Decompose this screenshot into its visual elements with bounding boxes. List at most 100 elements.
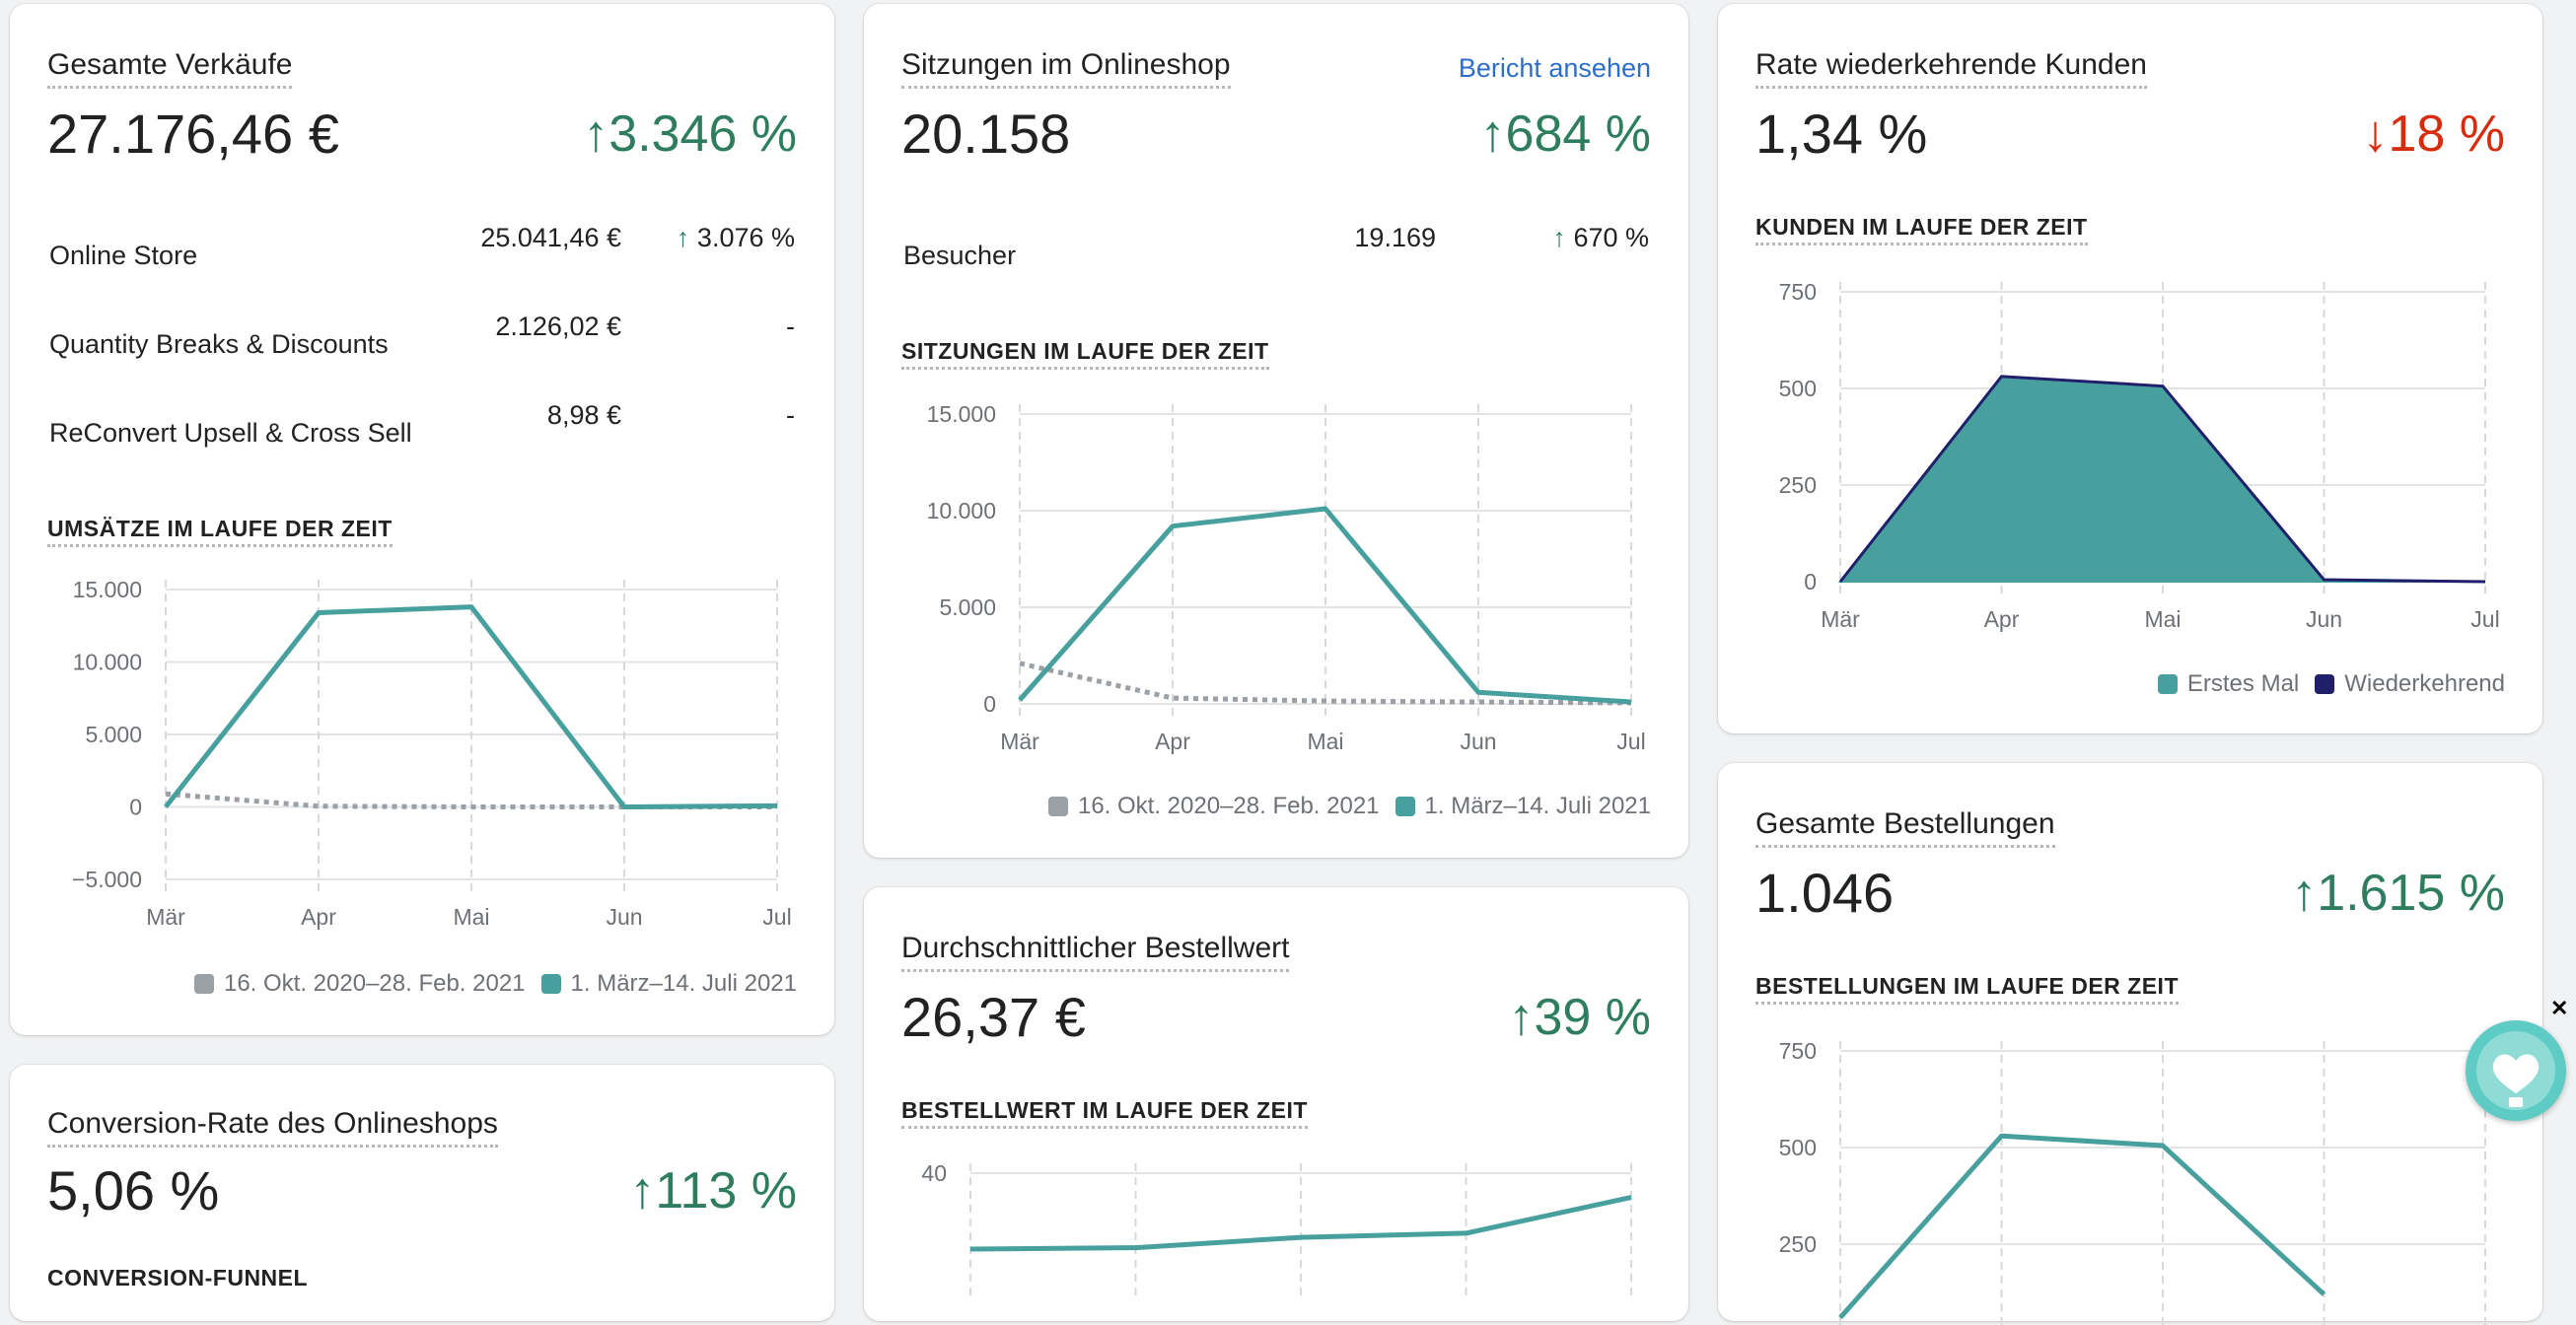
- x-tick-label: Jul: [1616, 729, 1645, 754]
- conversion-rate-delta: ↑113 %: [629, 1159, 797, 1222]
- y-tick-label: 40: [921, 1160, 947, 1186]
- total-orders-delta: ↑1.615 %: [2291, 862, 2505, 925]
- y-tick-label: 0: [983, 691, 996, 717]
- chart-legend: 16. Okt. 2020–28. Feb. 2021 1. März–14. …: [1047, 793, 1651, 820]
- arrow-up-icon: ↑: [629, 1162, 656, 1220]
- sessions-delta: ↑684 %: [1480, 103, 1651, 166]
- y-tick-label: 10.000: [73, 650, 142, 675]
- avg-order-delta: ↑39 %: [1508, 986, 1651, 1049]
- section-title[interactable]: BESTELLUNGEN IM LAUFE DER ZEIT: [1755, 972, 2179, 1005]
- legend-label-returning: Wiederkehrend: [2344, 670, 2505, 697]
- x-tick-label: Mai: [453, 904, 489, 930]
- legend-swatch-previous: [193, 974, 214, 994]
- y-tick-label: 250: [1779, 472, 1817, 498]
- legend-label-previous: 16. Okt. 2020–28. Feb. 2021: [223, 970, 526, 997]
- section-title[interactable]: SITZUNGEN IM LAUFE DER ZEIT: [901, 337, 1269, 370]
- y-tick-label: −5.000: [72, 867, 142, 892]
- y-tick-label: 5.000: [939, 594, 996, 620]
- delta-value: 3.346 %: [608, 105, 797, 163]
- close-icon[interactable]: ✕: [2550, 996, 2569, 1020]
- chart-legend: Erstes Mal Wiederkehrend: [2157, 670, 2505, 698]
- x-tick-label: Apr: [1984, 606, 2020, 632]
- channel-value: 25.041,46 €: [480, 223, 621, 252]
- y-tick-label: 250: [1779, 1231, 1817, 1257]
- card-title[interactable]: Gesamte Bestellungen: [1755, 806, 2055, 848]
- legend-label-current: 1. März–14. Juli 2021: [1424, 793, 1651, 819]
- card-title[interactable]: Gesamte Verkäufe: [47, 47, 293, 89]
- legend-swatch-previous: [1047, 797, 1068, 816]
- order-value-over-time-chart: 40: [921, 1160, 1632, 1301]
- legend-label-current: 1. März–14. Juli 2021: [570, 970, 797, 997]
- series-line-current: [1838, 1133, 2326, 1320]
- arrow-up-icon: ↑: [1552, 223, 1566, 252]
- x-tick-label: Jul: [2470, 606, 2499, 632]
- view-report-link[interactable]: Bericht ansehen: [1458, 53, 1651, 83]
- legend-swatch-first-time: [2157, 674, 2178, 694]
- series-line-previous: [1019, 661, 1632, 706]
- card-title[interactable]: Conversion-Rate des Onlineshops: [47, 1106, 498, 1148]
- conversion-rate-card: Conversion-Rate des Onlineshops 5,06 % ↑…: [10, 1065, 834, 1321]
- legend-label-first-time: Erstes Mal: [2186, 670, 2300, 697]
- delta-value: 18 %: [2388, 105, 2505, 163]
- x-tick-label: Apr: [301, 904, 336, 930]
- returning-rate-value: 1,34 %: [1755, 103, 1928, 165]
- section-title[interactable]: BESTELLWERT IM LAUFE DER ZEIT: [901, 1096, 1308, 1129]
- section-title[interactable]: UMSÄTZE IM LAUFE DER ZEIT: [47, 515, 393, 547]
- series-line-current: [1018, 506, 1632, 705]
- avg-order-value-card: Durchschnittlicher Bestellwert 26,37 € ↑…: [864, 887, 1688, 1321]
- arrow-up-icon: ↑: [2291, 865, 2318, 922]
- sessions-card: Sitzungen im Onlineshop Bericht ansehen …: [864, 4, 1688, 858]
- visitors-pct: 670 %: [1573, 223, 1649, 252]
- y-tick-label: 0: [1804, 569, 1817, 594]
- channel-value: 8,98 €: [546, 400, 621, 430]
- x-tick-label: Mai: [2144, 606, 2181, 632]
- delta-value: 113 %: [655, 1162, 797, 1220]
- x-tick-label: Jul: [762, 904, 791, 930]
- section-title[interactable]: KUNDEN IM LAUFE DER ZEIT: [1755, 213, 2088, 245]
- sessions-value: 20.158: [901, 103, 1071, 165]
- visitors-delta: ↑ 670 %: [1552, 223, 1649, 253]
- x-tick-label: Mär: [146, 904, 185, 930]
- arrow-up-icon: ↑: [1479, 105, 1506, 163]
- legend-swatch-current: [540, 974, 561, 994]
- y-tick-label: 750: [1779, 1038, 1817, 1064]
- card-title[interactable]: Durchschnittlicher Bestellwert: [901, 931, 1290, 972]
- area-series-first-time: [1837, 378, 2486, 583]
- help-chat-button[interactable]: [2466, 1020, 2566, 1121]
- x-tick-label: Mär: [1000, 729, 1039, 754]
- arrow-up-icon: ↑: [583, 105, 609, 163]
- y-tick-label: 10.000: [927, 498, 996, 523]
- delta-value: 1.615 %: [2317, 865, 2505, 922]
- x-tick-label: Jun: [2306, 606, 2342, 632]
- heart-balloon-icon: [2476, 1031, 2555, 1110]
- channel-label: Quantity Breaks & Discounts: [49, 329, 389, 359]
- returning-rate-delta: ↓18 %: [2362, 103, 2505, 166]
- section-title[interactable]: CONVERSION-FUNNEL: [47, 1265, 309, 1290]
- series-line-current: [164, 604, 778, 809]
- card-title[interactable]: Rate wiederkehrende Kunden: [1755, 47, 2147, 89]
- area-series-returning: [1838, 375, 2486, 584]
- visitors-value: 19.169: [1354, 223, 1436, 252]
- x-tick-label: Jun: [606, 904, 642, 930]
- legend-swatch-returning: [2315, 674, 2335, 694]
- conversion-rate-value: 5,06 %: [47, 1159, 220, 1221]
- returning-customer-rate-card: Rate wiederkehrende Kunden 1,34 % ↓18 % …: [1718, 4, 2542, 733]
- avg-order-value: 26,37 €: [901, 986, 1086, 1048]
- x-tick-label: Apr: [1155, 729, 1190, 754]
- y-tick-label: 15.000: [927, 401, 996, 427]
- x-tick-label: Mär: [1821, 606, 1860, 632]
- total-sales-card: Gesamte Verkäufe 27.176,46 € ↑3.346 % On…: [10, 4, 834, 1035]
- delta-value: 684 %: [1505, 105, 1651, 163]
- visitors-label: Besucher: [903, 241, 1017, 270]
- y-tick-label: 500: [1779, 1135, 1817, 1160]
- total-orders-card: Gesamte Bestellungen 1.046 ↑1.615 % BEST…: [1718, 763, 2542, 1325]
- card-title[interactable]: Sitzungen im Onlineshop: [901, 47, 1231, 89]
- channel-pct: -: [786, 312, 795, 341]
- x-tick-label: Jun: [1460, 729, 1496, 754]
- orders-over-time-chart: 750 500 250: [1779, 1038, 2486, 1325]
- channel-value: 2.126,02 €: [495, 312, 621, 341]
- arrow-up-icon: ↑: [1508, 989, 1535, 1046]
